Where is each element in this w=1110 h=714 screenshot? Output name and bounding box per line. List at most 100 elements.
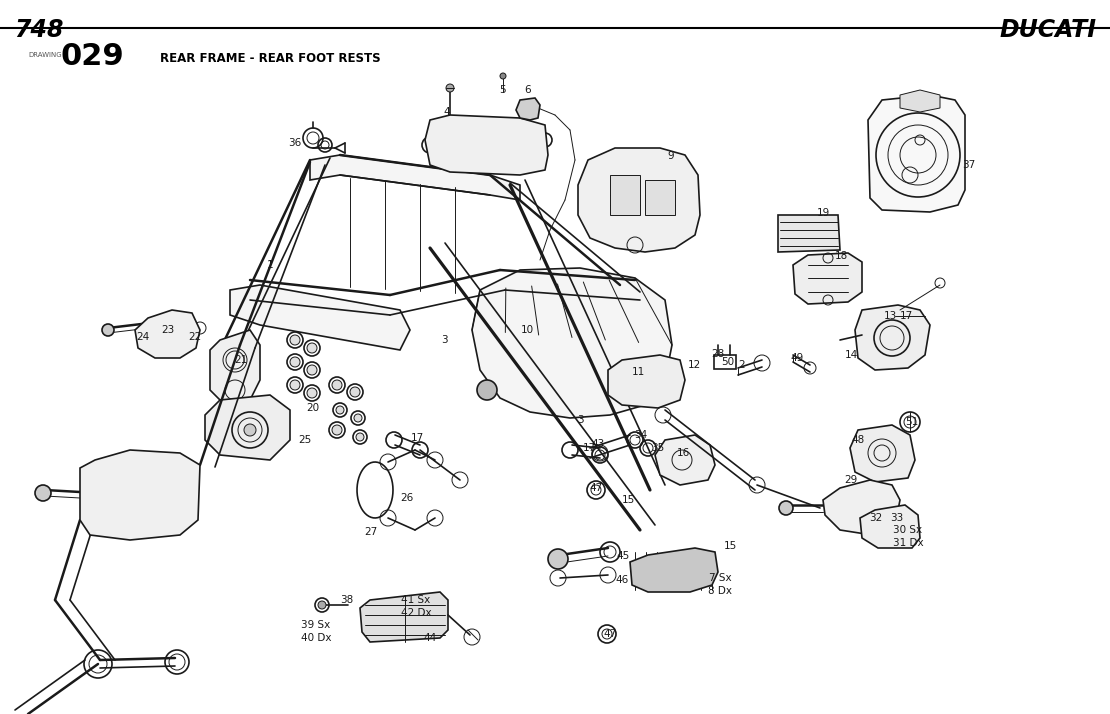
Text: 13: 13: [884, 311, 897, 321]
Text: 36: 36: [289, 138, 302, 148]
Text: 47: 47: [589, 483, 603, 493]
Polygon shape: [310, 155, 519, 200]
Text: 748: 748: [14, 18, 63, 42]
Text: 21: 21: [234, 355, 248, 365]
Text: 11: 11: [632, 367, 645, 377]
Text: 10: 10: [521, 325, 534, 335]
Text: 24: 24: [137, 332, 150, 342]
Polygon shape: [608, 355, 685, 408]
Polygon shape: [823, 480, 900, 535]
Text: 51: 51: [906, 417, 919, 427]
Text: 8 Dx: 8 Dx: [708, 586, 731, 596]
Circle shape: [446, 84, 454, 92]
Polygon shape: [230, 285, 410, 350]
Text: 43: 43: [592, 439, 605, 449]
Text: 49: 49: [790, 353, 804, 363]
Text: 16: 16: [676, 448, 689, 458]
Circle shape: [307, 388, 317, 398]
Circle shape: [500, 73, 506, 79]
Circle shape: [36, 485, 51, 501]
Circle shape: [350, 387, 360, 397]
Polygon shape: [578, 148, 700, 252]
Text: 9: 9: [668, 151, 674, 161]
Text: 31 Dx: 31 Dx: [892, 538, 924, 548]
Text: 17: 17: [899, 311, 912, 321]
Polygon shape: [900, 90, 940, 112]
Text: 34: 34: [635, 430, 647, 440]
Polygon shape: [850, 425, 915, 482]
Text: 17: 17: [411, 433, 424, 443]
Text: 44: 44: [423, 633, 436, 643]
Text: 40 Dx: 40 Dx: [301, 633, 331, 643]
Circle shape: [244, 424, 256, 436]
Polygon shape: [135, 310, 200, 358]
Polygon shape: [80, 450, 200, 540]
Text: 17: 17: [583, 443, 596, 453]
Text: 18: 18: [835, 251, 848, 261]
Text: 46: 46: [615, 575, 628, 585]
Text: 25: 25: [299, 435, 312, 445]
Text: 37: 37: [962, 160, 976, 170]
Circle shape: [332, 425, 342, 435]
Text: 45: 45: [616, 551, 629, 561]
Bar: [645, 180, 675, 215]
Polygon shape: [655, 435, 715, 485]
Text: 6: 6: [525, 85, 532, 95]
Circle shape: [336, 406, 344, 414]
Text: 7 Sx: 7 Sx: [708, 573, 731, 583]
Text: 4: 4: [444, 107, 451, 117]
Text: 26: 26: [401, 493, 414, 503]
Text: 35: 35: [652, 443, 665, 453]
Text: 29: 29: [845, 475, 858, 485]
Circle shape: [356, 433, 364, 441]
Polygon shape: [630, 548, 718, 592]
Circle shape: [102, 324, 114, 336]
Text: 22: 22: [189, 332, 202, 342]
Text: 28: 28: [712, 349, 725, 359]
Circle shape: [307, 365, 317, 375]
Polygon shape: [472, 268, 672, 418]
Polygon shape: [860, 505, 920, 548]
Polygon shape: [210, 330, 260, 400]
Text: 30 Sx: 30 Sx: [894, 525, 922, 535]
Circle shape: [135, 485, 145, 495]
Circle shape: [290, 335, 300, 345]
Text: 47: 47: [604, 629, 617, 639]
Text: 33: 33: [890, 513, 904, 523]
Text: 3: 3: [441, 335, 447, 345]
Text: 38: 38: [341, 595, 354, 605]
Circle shape: [290, 357, 300, 367]
Text: 1: 1: [266, 260, 273, 270]
Text: 15: 15: [724, 541, 737, 551]
Polygon shape: [205, 395, 290, 460]
Text: 23: 23: [161, 325, 174, 335]
Bar: [714, 355, 736, 369]
Circle shape: [332, 380, 342, 390]
Text: 5: 5: [498, 85, 505, 95]
Polygon shape: [516, 98, 539, 120]
Circle shape: [354, 414, 362, 422]
Circle shape: [779, 501, 793, 515]
Text: 27: 27: [364, 527, 377, 537]
Text: 32: 32: [869, 513, 882, 523]
Circle shape: [290, 380, 300, 390]
Text: 2: 2: [738, 360, 745, 370]
Text: 39 Sx: 39 Sx: [302, 620, 331, 630]
Text: 42 Dx: 42 Dx: [401, 608, 432, 618]
Text: 19: 19: [816, 208, 829, 218]
Text: 20: 20: [306, 403, 320, 413]
Text: 12: 12: [687, 360, 700, 370]
Text: DUCATI: DUCATI: [999, 18, 1096, 42]
Polygon shape: [425, 115, 548, 175]
Polygon shape: [793, 253, 862, 304]
Text: REAR FRAME - REAR FOOT RESTS: REAR FRAME - REAR FOOT RESTS: [160, 52, 381, 65]
Polygon shape: [855, 305, 930, 370]
Polygon shape: [360, 592, 448, 642]
Circle shape: [317, 601, 326, 609]
Polygon shape: [778, 215, 840, 252]
Polygon shape: [868, 95, 965, 212]
Circle shape: [307, 343, 317, 353]
Text: 41 Sx: 41 Sx: [402, 595, 431, 605]
Text: 3: 3: [577, 415, 584, 425]
Bar: [610, 175, 640, 215]
